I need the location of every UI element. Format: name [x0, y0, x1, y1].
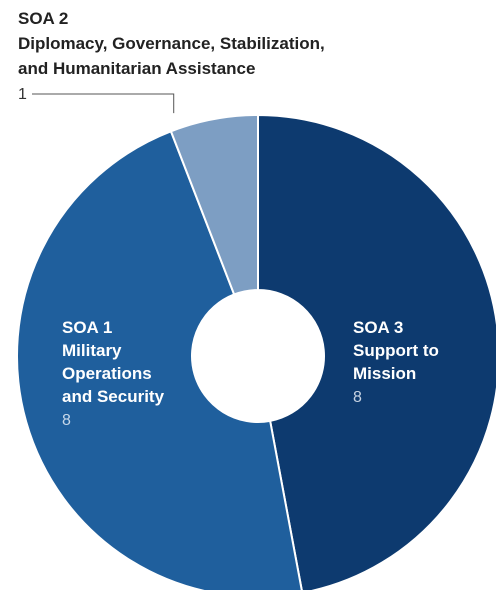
slice-2-label-line-0: SOA 2 [18, 9, 68, 28]
slice-2 [169, 113, 259, 296]
slice-1-value: 8 [62, 412, 71, 429]
slice-2-leader-line [32, 93, 175, 114]
slice-0 [257, 113, 496, 590]
slice-2-label-line-2: and Humanitarian Assistance [18, 59, 255, 78]
slice-1 [16, 129, 303, 590]
slice-1-label-line-0: SOA 1 [62, 318, 112, 337]
slice-1-label-line-1: Military [62, 341, 122, 360]
slice-1-label-line-2: Operations [62, 364, 152, 383]
slice-2-label-line-1: Diplomacy, Governance, Stabilization, [18, 34, 325, 53]
slice-1-label-line-3: and Security [62, 387, 165, 406]
slice-0-label-line-2: Mission [353, 364, 416, 383]
slice-0-value: 8 [353, 389, 362, 406]
slice-0-label-line-0: SOA 3 [353, 318, 403, 337]
slice-2-value: 1 [18, 86, 27, 103]
slice-0-label-line-1: Support to [353, 341, 439, 360]
